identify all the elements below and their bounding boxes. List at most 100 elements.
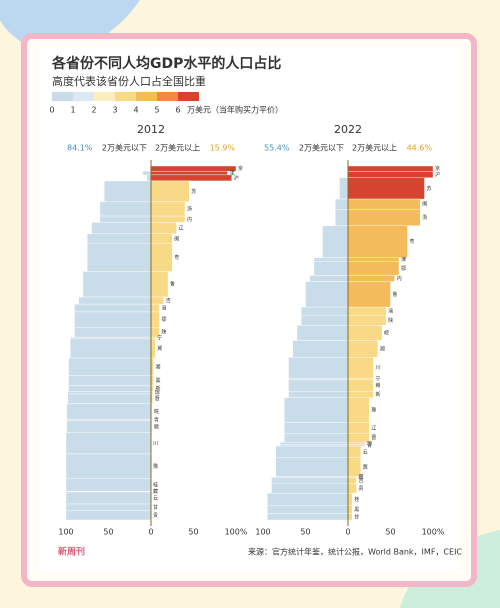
province-label: 湘	[380, 345, 385, 352]
province-label: 粤	[174, 254, 179, 261]
bar-below	[301, 315, 349, 326]
bar-below	[284, 422, 349, 434]
bar-below	[66, 419, 152, 422]
province-label: 苏	[191, 188, 196, 195]
share-label: 44.6%	[407, 144, 433, 153]
province-label: 浙	[187, 205, 192, 212]
bar-above	[347, 493, 353, 506]
bar-below	[65, 503, 152, 511]
bar-below	[275, 457, 349, 477]
bar-above	[347, 171, 434, 178]
bar-below	[288, 357, 349, 379]
province-label: 青	[154, 417, 159, 424]
bar-above	[347, 441, 366, 445]
bar-above	[347, 281, 391, 308]
bar-below	[271, 483, 349, 494]
province-label: 渝	[162, 305, 167, 312]
bar-above	[150, 311, 160, 328]
bar-below	[70, 338, 152, 359]
bar-below	[74, 326, 152, 338]
province-label: 京	[435, 165, 440, 172]
legend-swatch	[94, 92, 115, 101]
province-label: 云	[153, 495, 158, 501]
bar-below	[271, 477, 349, 484]
bar-below	[65, 510, 152, 521]
share-label: 55.4%	[264, 144, 290, 153]
bar-below	[288, 391, 349, 398]
legend-tick-label: 6	[175, 106, 180, 115]
bar-above	[347, 444, 366, 447]
bar-above	[347, 315, 387, 326]
province-label: 赣	[376, 382, 381, 389]
province-label: 鲁	[393, 291, 398, 298]
bar-below	[284, 397, 349, 423]
province-label: 藏	[359, 474, 364, 481]
x-tick-label: 100	[255, 528, 270, 537]
side-label: 2万美元以上	[352, 143, 397, 153]
x-tick-label: 0	[148, 528, 153, 537]
bar-above	[150, 303, 160, 313]
province-label: 吉	[359, 477, 364, 484]
province-label: 甘	[153, 504, 158, 511]
bar-above	[347, 377, 374, 381]
bar-above	[347, 445, 361, 459]
province-label: 粤	[410, 238, 415, 245]
province-label: 赣	[154, 423, 159, 430]
province-label: 川	[153, 441, 158, 447]
province-label: 苏	[427, 185, 432, 192]
province-label: 皖	[154, 408, 159, 415]
share-label: 15.9%	[210, 144, 236, 153]
province-label: 宁	[157, 335, 162, 342]
bar-below	[296, 325, 349, 341]
bar-below	[68, 375, 152, 386]
bar-above	[150, 165, 237, 172]
province-label: 贵	[359, 485, 364, 492]
bar-above	[347, 397, 370, 423]
bar-above	[150, 243, 173, 272]
legend-swatch	[52, 92, 73, 101]
panel-title: 2022	[334, 123, 362, 136]
x-tick-label: 50	[188, 528, 198, 537]
bar-below	[288, 377, 349, 381]
legend-tick-label: 1	[70, 106, 75, 115]
province-label: 新	[156, 385, 161, 392]
province-label: 吉	[166, 297, 171, 304]
bar-above	[150, 171, 228, 176]
bar-below	[68, 357, 152, 376]
legend-tick-label: 3	[112, 106, 117, 115]
bar-above	[347, 198, 421, 210]
panel-title: 2012	[137, 123, 165, 136]
province-label: 皖	[384, 329, 389, 336]
x-tick-label: 100	[58, 528, 73, 537]
bar-below	[267, 493, 349, 506]
source: 来源：官方统计年鉴，统计公报，World Bank，IMF，CEIC	[248, 547, 462, 557]
province-label: 陕	[162, 329, 167, 336]
province-label: 鄂	[162, 316, 167, 323]
province-label: 沪	[234, 174, 239, 181]
province-label: 甘	[354, 513, 359, 520]
province-label: 新	[376, 391, 381, 398]
bar-above	[347, 483, 357, 494]
bar-above	[347, 340, 378, 358]
province-label: 川	[376, 365, 381, 371]
bar-below	[66, 420, 152, 433]
side-label: 2万美元以下	[102, 143, 147, 153]
bar-below	[78, 296, 152, 305]
bar-above	[347, 165, 434, 172]
bar-below	[87, 233, 152, 244]
legend-tick-label: 5	[154, 106, 159, 115]
bar-below	[288, 379, 349, 392]
legend-tick-label: 4	[133, 106, 138, 115]
bar-above	[347, 225, 408, 258]
bar-above	[347, 422, 370, 434]
bar-above	[347, 513, 353, 521]
bar-below	[142, 171, 152, 176]
bar-above	[347, 261, 400, 276]
province-label: 黑	[354, 507, 359, 513]
legend-swatch	[157, 92, 178, 101]
bar-above	[347, 505, 353, 514]
bar-below	[70, 336, 152, 340]
province-label: 辽	[371, 424, 376, 431]
x-tick-label: 0	[345, 528, 350, 537]
bar-above	[347, 325, 383, 341]
